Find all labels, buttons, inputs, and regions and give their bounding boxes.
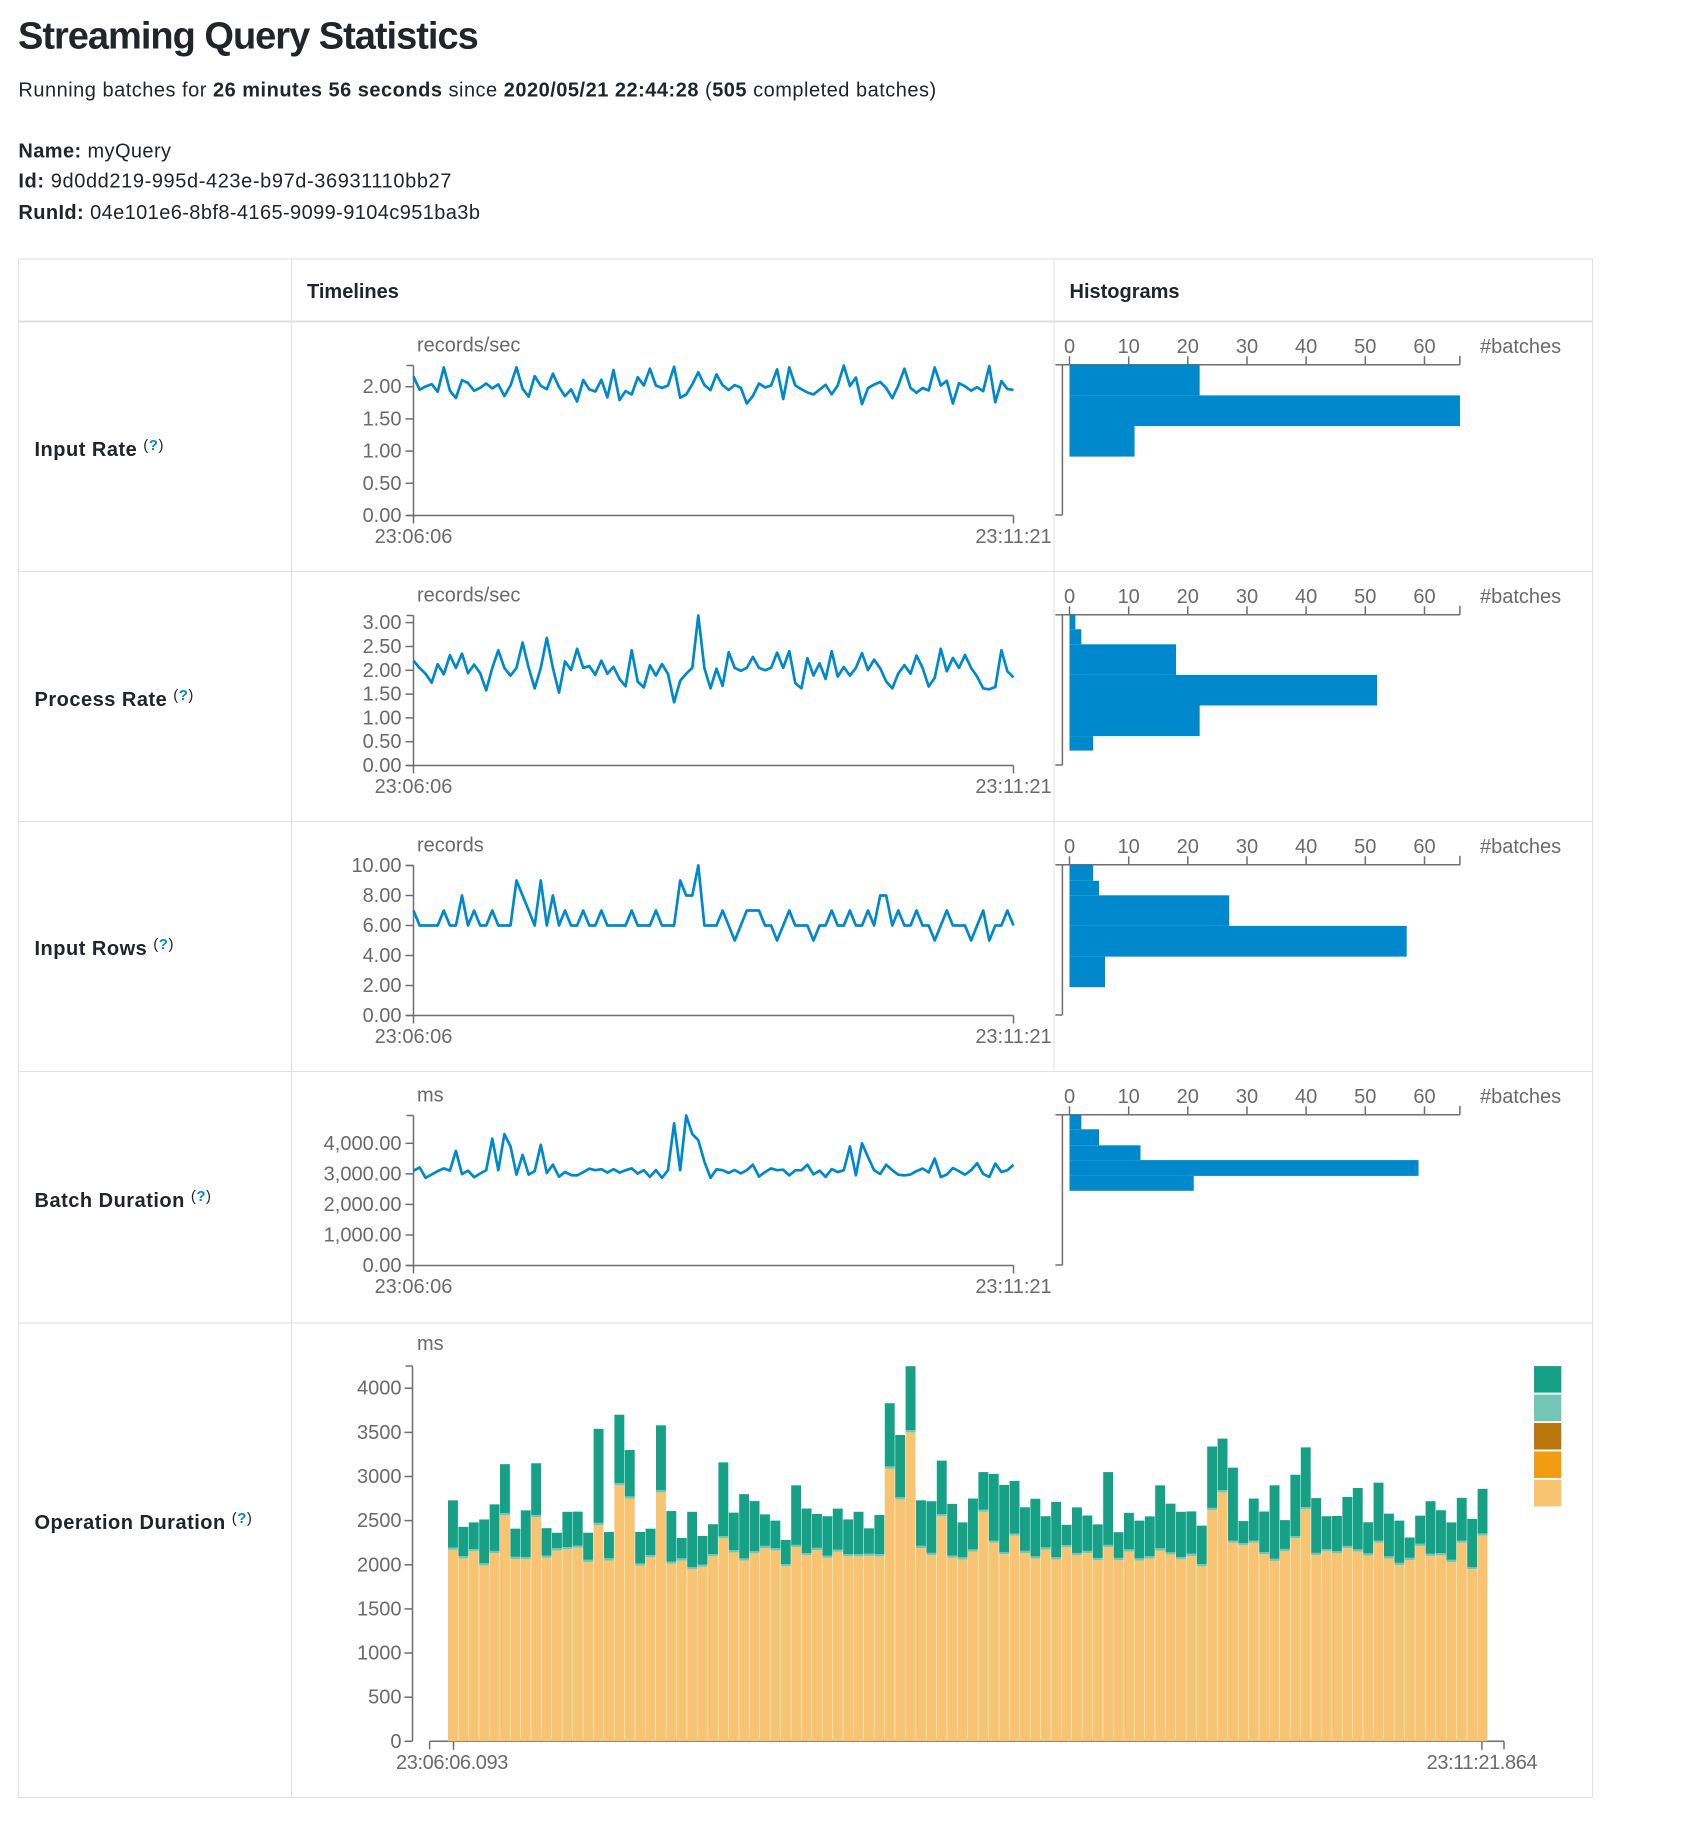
svg-text:#batches: #batches bbox=[1480, 586, 1561, 608]
svg-text:40: 40 bbox=[1295, 336, 1317, 358]
svg-text:4,000.00: 4,000.00 bbox=[324, 1133, 402, 1155]
svg-text:#batches: #batches bbox=[1480, 336, 1561, 358]
svg-text:30: 30 bbox=[1236, 336, 1258, 358]
svg-text:10: 10 bbox=[1118, 586, 1140, 608]
svg-text:#batches: #batches bbox=[1480, 1086, 1561, 1108]
svg-text:4.00: 4.00 bbox=[363, 945, 402, 967]
svg-text:2000: 2000 bbox=[357, 1554, 402, 1576]
svg-text:10: 10 bbox=[1118, 1086, 1140, 1108]
svg-text:2.00: 2.00 bbox=[363, 376, 402, 398]
svg-text:Batch Duration(?): Batch Duration (?) bbox=[35, 1188, 212, 1212]
svg-text:23:06:06: 23:06:06 bbox=[375, 1026, 453, 1048]
svg-text:Process Rate(?): Process Rate (?) bbox=[35, 687, 194, 711]
svg-text:10: 10 bbox=[1118, 836, 1140, 858]
svg-text:1500: 1500 bbox=[357, 1598, 402, 1620]
svg-text:20: 20 bbox=[1177, 336, 1199, 358]
svg-text:20: 20 bbox=[1177, 836, 1199, 858]
svg-text:3.00: 3.00 bbox=[363, 612, 402, 634]
svg-text:0.00: 0.00 bbox=[363, 755, 402, 777]
svg-text:2.00: 2.00 bbox=[363, 975, 402, 997]
svg-text:10.00: 10.00 bbox=[351, 855, 401, 877]
svg-text:23:06:06: 23:06:06 bbox=[375, 526, 453, 548]
svg-text:30: 30 bbox=[1236, 836, 1258, 858]
svg-text:1.50: 1.50 bbox=[363, 408, 402, 430]
svg-text:records: records bbox=[417, 835, 484, 857]
svg-text:3500: 3500 bbox=[357, 1422, 402, 1444]
svg-text:0: 0 bbox=[1064, 336, 1075, 358]
svg-text:2500: 2500 bbox=[357, 1510, 402, 1532]
svg-text:40: 40 bbox=[1295, 586, 1317, 608]
svg-text:Input Rate(?): Input Rate (?) bbox=[35, 437, 164, 461]
svg-text:30: 30 bbox=[1236, 586, 1258, 608]
svg-text:23:11:21.864: 23:11:21.864 bbox=[1427, 1752, 1538, 1774]
svg-text:40: 40 bbox=[1295, 1086, 1317, 1108]
svg-text:Operation Duration(?): Operation Duration (?) bbox=[35, 1510, 253, 1534]
svg-text:2.00: 2.00 bbox=[363, 660, 402, 682]
svg-text:8.00: 8.00 bbox=[363, 885, 402, 907]
svg-text:0.00: 0.00 bbox=[363, 505, 402, 527]
svg-text:1.00: 1.00 bbox=[363, 441, 402, 463]
svg-text:0: 0 bbox=[1064, 586, 1075, 608]
svg-text:3,000.00: 3,000.00 bbox=[324, 1163, 402, 1185]
svg-text:40: 40 bbox=[1295, 836, 1317, 858]
svg-text:23:11:21: 23:11:21 bbox=[975, 776, 1051, 798]
svg-text:Running batches for 26 minutes: Running batches for 26 minutes 56 second… bbox=[18, 80, 936, 102]
svg-text:60: 60 bbox=[1413, 336, 1435, 358]
svg-text:23:11:21: 23:11:21 bbox=[975, 526, 1051, 548]
svg-text:0.00: 0.00 bbox=[363, 1005, 402, 1027]
svg-text:1.50: 1.50 bbox=[363, 684, 402, 706]
svg-text:23:06:06: 23:06:06 bbox=[375, 776, 453, 798]
svg-text:10: 10 bbox=[1118, 336, 1140, 358]
svg-text:records/sec: records/sec bbox=[417, 585, 520, 607]
svg-text:500: 500 bbox=[368, 1687, 401, 1709]
svg-text:0: 0 bbox=[1064, 836, 1075, 858]
svg-text:Input Rows(?): Input Rows (?) bbox=[35, 936, 174, 960]
svg-text:3000: 3000 bbox=[357, 1466, 402, 1488]
svg-text:50: 50 bbox=[1354, 1086, 1376, 1108]
svg-text:0.50: 0.50 bbox=[363, 473, 402, 495]
svg-text:Histograms: Histograms bbox=[1070, 281, 1180, 303]
svg-text:1,000.00: 1,000.00 bbox=[324, 1225, 402, 1247]
svg-text:records/sec: records/sec bbox=[417, 335, 520, 357]
svg-text:23:11:21: 23:11:21 bbox=[975, 1026, 1051, 1048]
svg-text:23:06:06: 23:06:06 bbox=[375, 1276, 453, 1298]
svg-text:50: 50 bbox=[1354, 586, 1376, 608]
svg-text:20: 20 bbox=[1177, 586, 1199, 608]
svg-text:ms: ms bbox=[417, 1085, 444, 1107]
svg-text:23:06:06.093: 23:06:06.093 bbox=[396, 1752, 508, 1774]
svg-text:0: 0 bbox=[1064, 1086, 1075, 1108]
svg-text:0: 0 bbox=[390, 1731, 401, 1753]
svg-text:1.00: 1.00 bbox=[363, 707, 402, 729]
svg-text:20: 20 bbox=[1177, 1086, 1199, 1108]
svg-text:4000: 4000 bbox=[357, 1378, 402, 1400]
svg-text:2.50: 2.50 bbox=[363, 636, 402, 658]
svg-text:2,000.00: 2,000.00 bbox=[324, 1194, 402, 1216]
svg-text:50: 50 bbox=[1354, 336, 1376, 358]
svg-text:60: 60 bbox=[1413, 586, 1435, 608]
svg-text:0.50: 0.50 bbox=[363, 731, 402, 753]
svg-text:RunId: 04e101e6-8bf8-4165-9099: RunId: 04e101e6-8bf8-4165-9099-9104c951b… bbox=[18, 202, 480, 224]
svg-text:50: 50 bbox=[1354, 836, 1376, 858]
svg-text:60: 60 bbox=[1413, 1086, 1435, 1108]
svg-text:Id: 9d0dd219-995d-423e-b97d-36: Id: 9d0dd219-995d-423e-b97d-36931110bb27 bbox=[18, 171, 452, 193]
svg-text:#batches: #batches bbox=[1480, 836, 1561, 858]
svg-text:ms: ms bbox=[417, 1333, 444, 1355]
svg-text:Name: myQuery: Name: myQuery bbox=[18, 141, 171, 163]
svg-text:1000: 1000 bbox=[357, 1643, 402, 1665]
svg-text:Streaming Query Statistics: Streaming Query Statistics bbox=[18, 16, 478, 58]
svg-text:6.00: 6.00 bbox=[363, 915, 402, 937]
svg-text:Timelines: Timelines bbox=[307, 281, 399, 303]
svg-text:0.00: 0.00 bbox=[363, 1255, 402, 1277]
svg-text:23:11:21: 23:11:21 bbox=[975, 1276, 1051, 1298]
svg-text:30: 30 bbox=[1236, 1086, 1258, 1108]
svg-text:60: 60 bbox=[1413, 836, 1435, 858]
